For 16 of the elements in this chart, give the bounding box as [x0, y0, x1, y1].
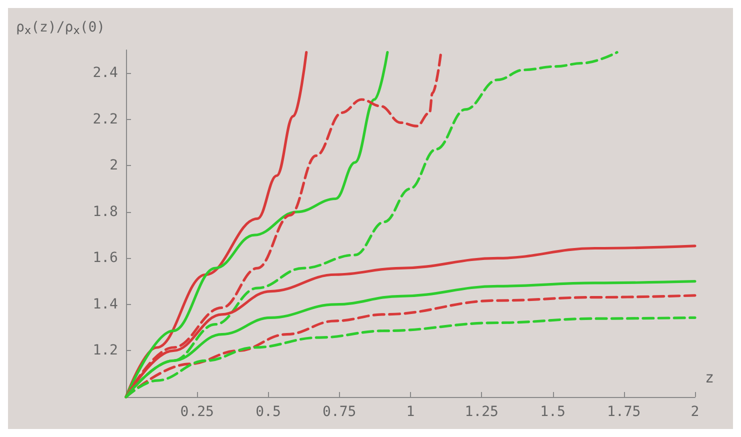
x-tick-label: 1.5 [540, 404, 566, 420]
x-tick-label: 1 [406, 404, 415, 420]
y-tick-label: 1.6 [92, 250, 118, 266]
x-axis-title: z [705, 368, 714, 386]
x-tick-label: 1.75 [607, 404, 641, 420]
x-tick-label: 0.25 [180, 404, 214, 420]
y-tick-label: 1.8 [92, 204, 118, 220]
x-tick-label: 2 [690, 404, 700, 420]
x-tick-label: 0.75 [322, 404, 356, 420]
y-tick-label: 2.4 [92, 65, 118, 82]
y-tick-label: 1.2 [92, 342, 118, 359]
y-tick-label: 1.4 [92, 296, 118, 312]
y-tick-label: 2 [110, 158, 118, 174]
x-tick-label: 0.5 [256, 404, 281, 420]
x-tick-label: 1.25 [464, 404, 498, 420]
y-tick-label: 2.2 [92, 111, 118, 128]
